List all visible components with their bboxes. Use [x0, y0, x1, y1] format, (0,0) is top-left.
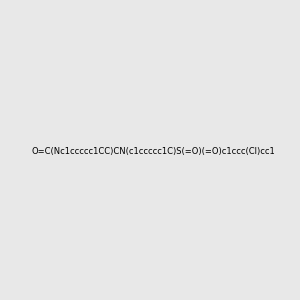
- Text: O=C(Nc1ccccc1CC)CN(c1ccccc1C)S(=O)(=O)c1ccc(Cl)cc1: O=C(Nc1ccccc1CC)CN(c1ccccc1C)S(=O)(=O)c1…: [32, 147, 276, 156]
